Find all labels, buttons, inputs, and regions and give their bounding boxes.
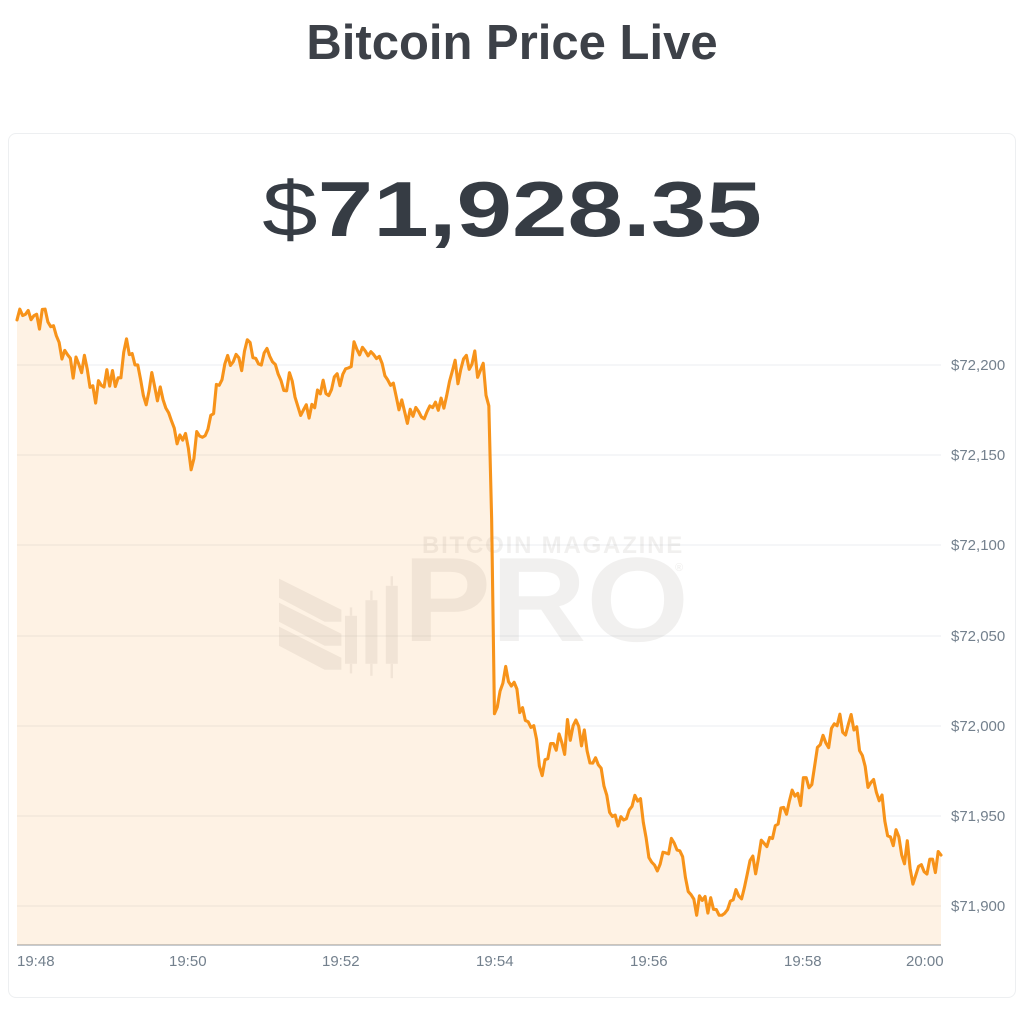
svg-text:$72,000: $72,000 — [951, 718, 1005, 735]
svg-text:$71,900: $71,900 — [951, 898, 1005, 915]
svg-text:20:00: 20:00 — [906, 953, 944, 970]
svg-text:19:58: 19:58 — [784, 953, 822, 970]
svg-text:19:52: 19:52 — [322, 953, 360, 970]
svg-text:$72,050: $72,050 — [951, 628, 1005, 645]
svg-text:$72,100: $72,100 — [951, 537, 1005, 554]
svg-text:19:54: 19:54 — [476, 953, 514, 970]
svg-text:®: ® — [675, 562, 683, 574]
svg-text:19:56: 19:56 — [630, 953, 668, 970]
svg-text:$71,950: $71,950 — [951, 808, 1005, 825]
svg-text:19:48: 19:48 — [17, 953, 55, 970]
svg-text:$72,200: $72,200 — [951, 357, 1005, 374]
svg-text:19:50: 19:50 — [169, 953, 207, 970]
svg-text:$72,150: $72,150 — [951, 447, 1005, 464]
